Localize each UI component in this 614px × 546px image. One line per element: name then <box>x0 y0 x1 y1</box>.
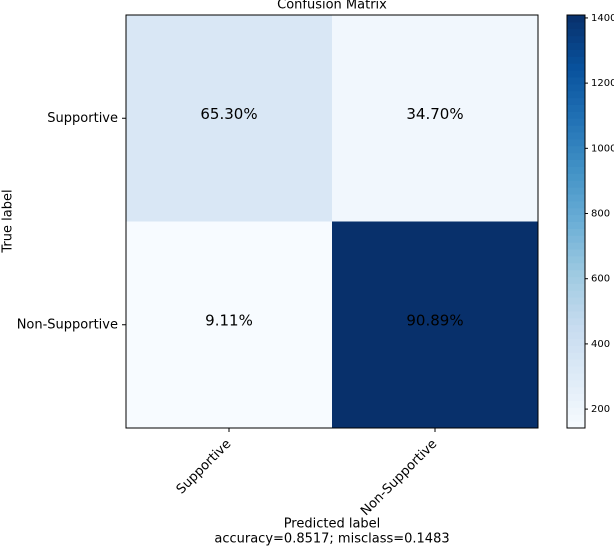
colorbar-segment <box>567 214 585 222</box>
colorbar-segment <box>567 317 585 326</box>
colorbar-segment <box>567 145 585 154</box>
colorbar-segment <box>567 173 585 181</box>
y-tick-label: Non-Supportive <box>17 317 118 332</box>
colorbar-segment <box>567 63 585 71</box>
colorbar-segment <box>567 111 585 119</box>
colorbar-segment <box>567 400 585 408</box>
colorbar-segment <box>567 228 585 236</box>
colorbar-tick-label: 1200 <box>591 78 614 89</box>
annotation: accuracy=0.8517; misclass=0.1483 <box>214 532 449 546</box>
x-tick-label: Non-Supportive <box>358 437 440 519</box>
colorbar-tick-label: 200 <box>591 404 610 415</box>
colorbar-segment <box>567 304 585 312</box>
colorbar-segment <box>567 331 585 340</box>
colorbar-segment <box>567 180 585 188</box>
colorbar-segment <box>567 49 585 57</box>
colorbar-segment <box>567 125 585 133</box>
colorbar-segment <box>567 21 585 30</box>
colorbar-segment <box>567 28 585 37</box>
colorbar-segment <box>567 359 585 367</box>
colorbar-segment <box>567 159 585 167</box>
cell-label: 34.70% <box>406 105 463 123</box>
colorbar-segment <box>567 249 585 257</box>
colorbar-segment <box>567 76 585 85</box>
colorbar-segment <box>567 407 585 415</box>
colorbar-segment <box>567 352 585 360</box>
colorbar-tick-label: 600 <box>591 274 610 285</box>
cell <box>332 15 538 222</box>
colorbar-segment <box>567 269 585 278</box>
colorbar-segment <box>567 372 585 381</box>
colorbar-segment <box>567 187 585 195</box>
colorbar-segment <box>567 104 585 112</box>
colorbar-frame <box>566 14 586 429</box>
x-tick-label: Supportive <box>174 437 235 498</box>
colorbar-segment <box>567 166 585 174</box>
colorbar-segment <box>567 90 585 99</box>
colorbar-segment <box>567 366 585 374</box>
colorbar-segment <box>567 283 585 291</box>
colorbar-segment <box>567 338 585 346</box>
colorbar-segment <box>567 290 585 298</box>
cell <box>126 221 332 428</box>
colorbar-segment <box>567 386 585 395</box>
colorbar-segment <box>567 324 585 333</box>
colorbar-segment <box>567 83 585 92</box>
x-axis-label: Predicted label <box>284 517 381 532</box>
colorbar-segment <box>567 414 585 422</box>
colorbar-segment <box>567 97 585 105</box>
colorbar-segment <box>567 276 585 284</box>
colorbar-segment <box>567 42 585 50</box>
cell-label: 65.30% <box>200 105 257 123</box>
colorbar-segment <box>567 15 585 23</box>
cell-label: 90.89% <box>406 311 463 329</box>
chart-title: Confusion Matrix <box>277 0 387 13</box>
colorbar-tick-label: 1000 <box>591 143 614 154</box>
colorbar-segment <box>567 221 585 229</box>
cell <box>332 221 538 428</box>
colorbar-tick-label: 400 <box>591 339 610 350</box>
colorbar-segment <box>567 235 585 243</box>
colorbar-segment <box>567 200 585 209</box>
colorbar-segment <box>567 379 585 388</box>
y-axis-label: True label <box>1 189 16 253</box>
colorbar-tick-label: 800 <box>591 209 610 220</box>
colorbar-segment <box>567 138 585 147</box>
colorbar-segment <box>567 242 585 250</box>
colorbar-segment <box>567 345 585 353</box>
colorbar-segment <box>567 193 585 202</box>
colorbar-segment <box>567 255 585 264</box>
colorbar-segment <box>567 118 585 126</box>
colorbar-segment <box>567 35 585 44</box>
colorbar-segment <box>567 56 585 64</box>
plot-frame <box>125 14 539 429</box>
colorbar-segment <box>567 132 585 140</box>
cell <box>126 15 332 222</box>
colorbar-segment <box>567 297 585 305</box>
colorbar-segment <box>567 152 585 161</box>
colorbar-segment <box>567 393 585 401</box>
colorbar-segment <box>567 262 585 271</box>
colorbar-segment <box>567 70 585 78</box>
colorbar-tick-label: 1400 <box>591 13 614 24</box>
cell-label: 9.11% <box>205 311 253 329</box>
colorbar-segment <box>567 310 585 319</box>
colorbar-segment <box>567 207 585 216</box>
y-tick-label: Supportive <box>47 111 118 126</box>
colorbar-segment <box>567 421 585 429</box>
